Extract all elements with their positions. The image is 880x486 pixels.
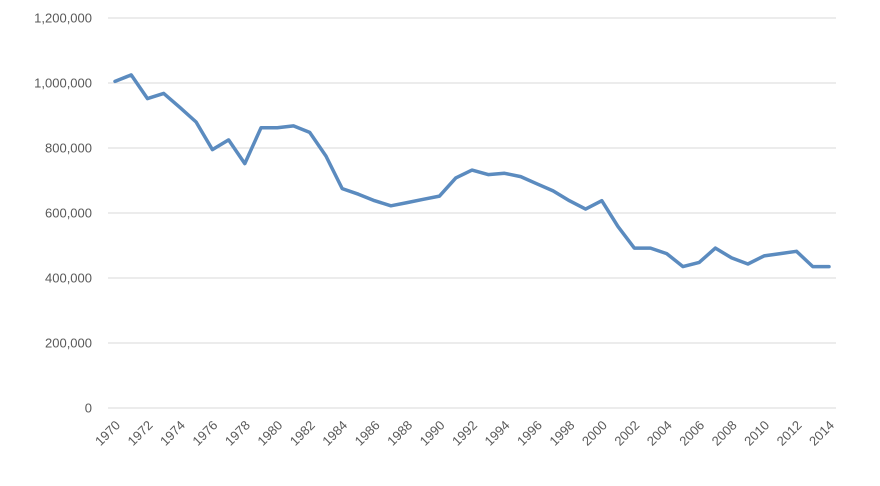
y-tick-label: 1,000,000: [34, 76, 92, 91]
x-tick-label: 1988: [384, 418, 415, 449]
x-tick-label: 1996: [514, 418, 545, 449]
x-tick-label: 2010: [741, 418, 772, 449]
x-tick-label: 1974: [157, 418, 188, 449]
x-tick-label: 2012: [774, 418, 805, 449]
x-tick-label: 2004: [644, 418, 675, 449]
x-tick-label: 1998: [546, 418, 577, 449]
x-tick-label: 2002: [611, 418, 642, 449]
gridlines: [108, 17, 836, 409]
x-axis: 1970 1972 1974 1976 1978 1980 1982 1984 1986 1988…: [92, 418, 837, 449]
x-tick-label: 1970: [92, 418, 123, 449]
x-tick-label: 1994: [482, 418, 513, 449]
y-tick-label: 200,000: [45, 336, 92, 351]
y-tick-label: 0: [85, 401, 92, 416]
x-tick-label: 1984: [319, 418, 350, 449]
series-layer: [113, 73, 831, 269]
y-tick-label: 1,200,000: [34, 11, 92, 26]
x-tick-label: 2014: [806, 418, 837, 449]
x-tick-label: 2008: [709, 418, 740, 449]
y-axis: 0 200,000 400,000 600,000 800,000 1,000,000 1,…: [34, 11, 92, 416]
x-tick-label: 1976: [189, 418, 220, 449]
x-tick-label: 1986: [352, 418, 383, 449]
y-tick-label: 800,000: [45, 141, 92, 156]
x-tick-label: 1992: [449, 418, 480, 449]
x-tick-label: 1980: [254, 418, 285, 449]
x-tick-label: 1990: [417, 418, 448, 449]
x-tick-label: 2006: [676, 418, 707, 449]
y-tick-label: 400,000: [45, 271, 92, 286]
x-tick-label: 1978: [222, 418, 253, 449]
x-tick-label: 1982: [287, 418, 318, 449]
x-tick-label: 1972: [125, 418, 156, 449]
series-line: [113, 73, 831, 269]
y-tick-label: 600,000: [45, 206, 92, 221]
x-tick-label: 2000: [579, 418, 610, 449]
